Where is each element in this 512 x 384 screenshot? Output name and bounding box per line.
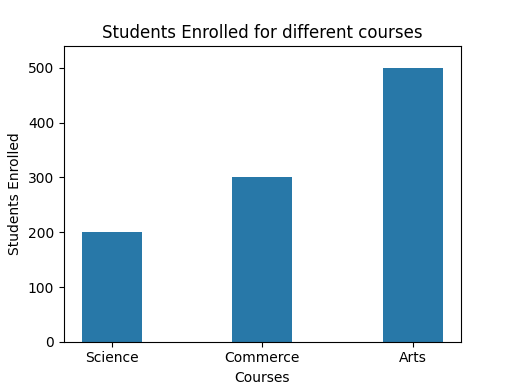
Y-axis label: Students Enrolled: Students Enrolled xyxy=(8,132,23,255)
Bar xyxy=(82,232,142,342)
Title: Students Enrolled for different courses: Students Enrolled for different courses xyxy=(102,24,423,42)
Bar xyxy=(232,177,292,342)
X-axis label: Courses: Courses xyxy=(234,371,290,384)
Bar xyxy=(382,68,443,342)
